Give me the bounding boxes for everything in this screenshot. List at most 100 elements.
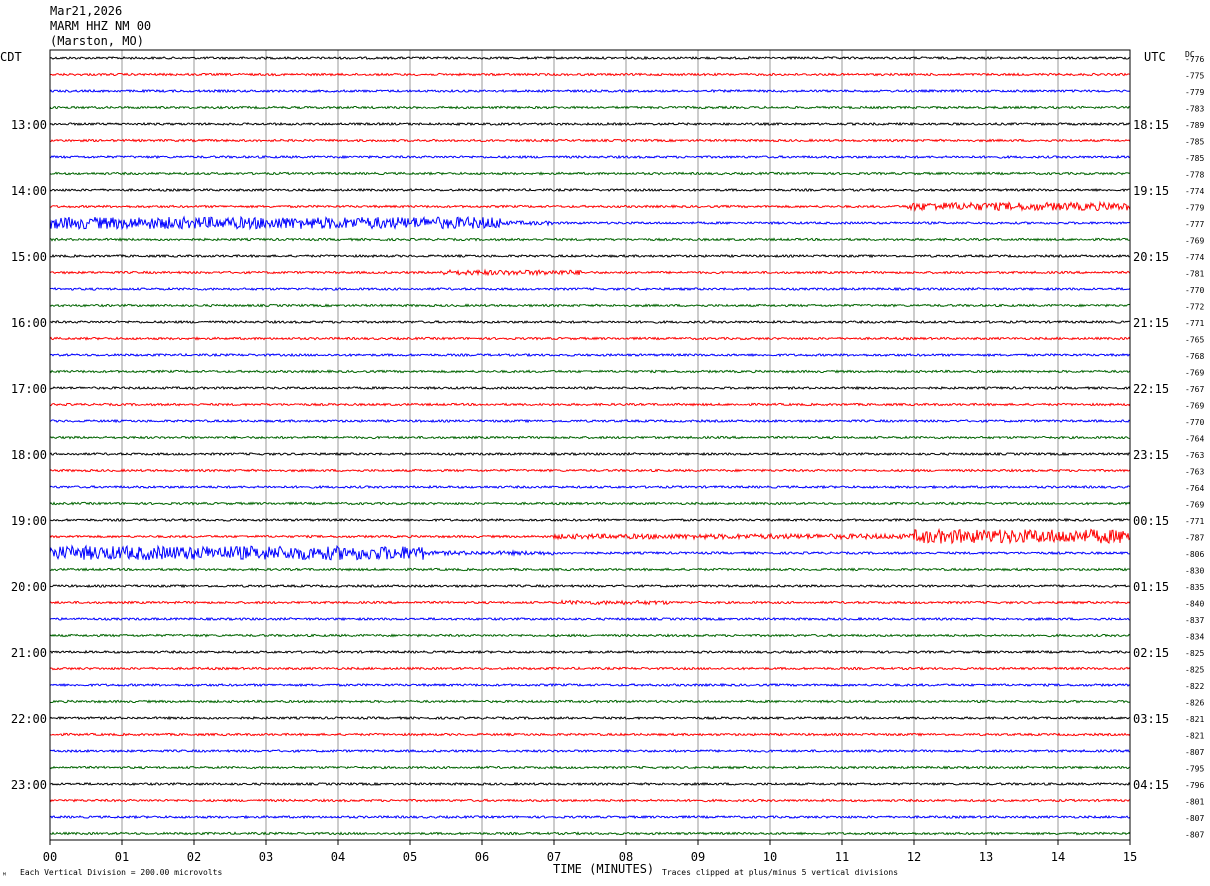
left-axis-title: CDT — [0, 50, 22, 64]
trace-21 — [49, 402, 1131, 407]
dc-offset-label: -837 — [1185, 616, 1204, 625]
station-label: MARM HHZ NM 00 — [50, 19, 152, 33]
dc-offset-label: -789 — [1185, 121, 1204, 130]
trace-9 — [49, 200, 1131, 212]
left-time-labels: 13:00 14:00 15:00 16:00 17:00 18:00 19:00 20:00… — [11, 118, 47, 792]
trace-3 — [49, 105, 1131, 110]
dc-offset-label: -781 — [1185, 270, 1204, 279]
corner-mark: ᴹ — [2, 871, 7, 880]
right-time-label: 23:15 — [1133, 448, 1169, 462]
dc-offset-label: -834 — [1185, 633, 1204, 642]
dc-title: DC — [1185, 50, 1195, 59]
plot-frame — [49, 49, 1131, 841]
left-time-label: 21:00 — [11, 646, 47, 660]
x-tick-label-15: 15 — [1123, 850, 1137, 864]
x-tick-label-00: 00 — [43, 850, 57, 864]
trace-17 — [49, 336, 1131, 341]
dc-offset-label: -787 — [1185, 534, 1204, 543]
trace-43 — [49, 765, 1131, 770]
x-tick-label-07: 07 — [547, 850, 561, 864]
dc-offset-label: -770 — [1185, 286, 1204, 295]
trace-32 — [49, 583, 1131, 589]
dc-offset-label: -764 — [1185, 484, 1204, 493]
trace-35 — [49, 633, 1131, 638]
trace-24 — [49, 451, 1131, 457]
trace-26 — [49, 484, 1131, 490]
trace-20 — [49, 385, 1131, 391]
right-time-label: 03:15 — [1133, 712, 1169, 726]
trace-38 — [49, 682, 1131, 688]
dc-offset-label: -775 — [1185, 72, 1204, 81]
dc-offset-label: -840 — [1185, 600, 1204, 609]
trace-47 — [49, 831, 1131, 836]
trace-5 — [49, 138, 1131, 143]
trace-45 — [49, 798, 1131, 803]
left-time-label: 20:00 — [11, 580, 47, 594]
dc-offset-label: -821 — [1185, 715, 1204, 724]
x-tick-label-14: 14 — [1051, 850, 1065, 864]
trace-4 — [49, 121, 1131, 127]
dc-offset-label: -769 — [1185, 369, 1204, 378]
trace-44 — [49, 781, 1131, 787]
trace-22 — [49, 418, 1131, 424]
x-tick-label-06: 06 — [475, 850, 489, 864]
trace-25 — [49, 468, 1131, 473]
dc-offset-label: -835 — [1185, 583, 1204, 592]
trace-31 — [49, 567, 1131, 572]
dc-offset-label: -765 — [1185, 336, 1204, 345]
trace-39 — [49, 699, 1131, 704]
grid-lines — [121, 50, 1059, 840]
x-axis-title: TIME (MINUTES) — [553, 862, 654, 876]
right-time-label: 01:15 — [1133, 580, 1169, 594]
x-tick-label-01: 01 — [115, 850, 129, 864]
right-time-label: 20:15 — [1133, 250, 1169, 264]
trace-0 — [49, 55, 1131, 61]
left-time-label: 17:00 — [11, 382, 47, 396]
left-time-label: 14:00 — [11, 184, 47, 198]
location-label: (Marston, MO) — [50, 34, 144, 48]
dc-offset-label: -771 — [1185, 319, 1204, 328]
dc-offset-label: -822 — [1185, 682, 1204, 691]
x-tick-label-12: 12 — [907, 850, 921, 864]
x-tick-label-10: 10 — [763, 850, 777, 864]
trace-27 — [49, 501, 1131, 506]
trace-12 — [49, 253, 1131, 259]
dc-offset-label: -763 — [1185, 468, 1204, 477]
trace-42 — [49, 748, 1131, 754]
dc-offset-label: -826 — [1185, 699, 1204, 708]
dc-offset-label: -795 — [1185, 765, 1204, 774]
dc-offset-label: -769 — [1185, 402, 1204, 411]
trace-30 — [49, 544, 1131, 561]
trace-8 — [49, 187, 1131, 193]
dc-offset-label: -763 — [1185, 451, 1204, 460]
x-tick-labels: 00 01 02 03 04 05 06 07 08 09 10 11 12 13 14 15 — [43, 840, 1137, 864]
trace-1 — [49, 72, 1131, 77]
dc-offset-label: -777 — [1185, 220, 1204, 229]
dc-offset-label: -821 — [1185, 732, 1204, 741]
trace-34 — [49, 616, 1131, 622]
clip-note: Traces clipped at plus/minus 5 vertical … — [662, 868, 898, 877]
dc-offset-label: -801 — [1185, 798, 1204, 807]
dc-offset-label: -825 — [1185, 666, 1204, 675]
trace-15 — [49, 303, 1131, 308]
x-tick-label-11: 11 — [835, 850, 849, 864]
trace-16 — [49, 319, 1131, 325]
x-tick-label-04: 04 — [331, 850, 345, 864]
right-time-labels: 18:15 19:15 20:15 21:15 22:15 23:15 00:15 01:15… — [1133, 118, 1169, 792]
dc-offset-label: -785 — [1185, 138, 1204, 147]
left-time-label: 23:00 — [11, 778, 47, 792]
dc-offset-label: -776 — [1185, 55, 1204, 64]
trace-33 — [49, 599, 1131, 606]
scale-note: Each Vertical Division = 200.00 microvol… — [20, 868, 222, 877]
dc-offset-label: -807 — [1185, 814, 1204, 823]
trace-10 — [49, 215, 1131, 231]
trace-36 — [49, 649, 1131, 655]
trace-2 — [49, 88, 1131, 94]
trace-7 — [49, 171, 1131, 176]
right-time-label: 21:15 — [1133, 316, 1169, 330]
dc-offset-label: -779 — [1185, 88, 1204, 97]
left-time-label: 22:00 — [11, 712, 47, 726]
right-time-label: 18:15 — [1133, 118, 1169, 132]
trace-11 — [49, 237, 1131, 242]
